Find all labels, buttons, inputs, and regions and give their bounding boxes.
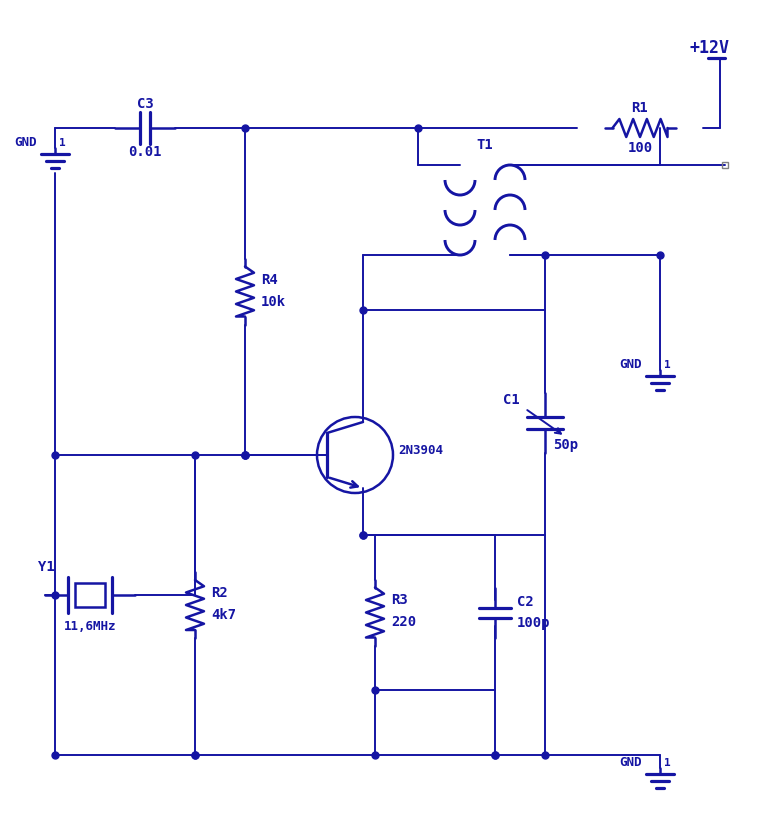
Text: 1: 1 — [664, 360, 670, 370]
Text: 1: 1 — [59, 138, 66, 148]
Text: 10k: 10k — [261, 294, 286, 308]
Text: 100p: 100p — [517, 615, 551, 629]
Text: R2: R2 — [211, 586, 228, 600]
Text: C3: C3 — [137, 97, 154, 111]
Text: R4: R4 — [261, 273, 278, 286]
Bar — [75, 583, 105, 607]
Text: R1: R1 — [631, 101, 648, 115]
Text: Y1: Y1 — [38, 560, 55, 574]
Text: T1: T1 — [477, 138, 493, 152]
Text: R3: R3 — [391, 594, 408, 608]
Text: 11,6MHz: 11,6MHz — [64, 620, 116, 633]
Text: GND: GND — [15, 136, 37, 150]
Text: C2: C2 — [517, 595, 534, 609]
Text: 0.01: 0.01 — [128, 145, 162, 159]
Text: GND: GND — [620, 358, 642, 371]
Text: +12V: +12V — [690, 39, 730, 57]
Text: 220: 220 — [391, 615, 416, 629]
Text: C1: C1 — [503, 394, 520, 408]
Text: 2N3904: 2N3904 — [398, 443, 443, 457]
Text: 1: 1 — [664, 758, 670, 768]
Text: 4k7: 4k7 — [211, 608, 236, 622]
Text: 50p: 50p — [553, 437, 578, 452]
Text: 100: 100 — [627, 141, 653, 155]
Text: GND: GND — [620, 757, 642, 769]
